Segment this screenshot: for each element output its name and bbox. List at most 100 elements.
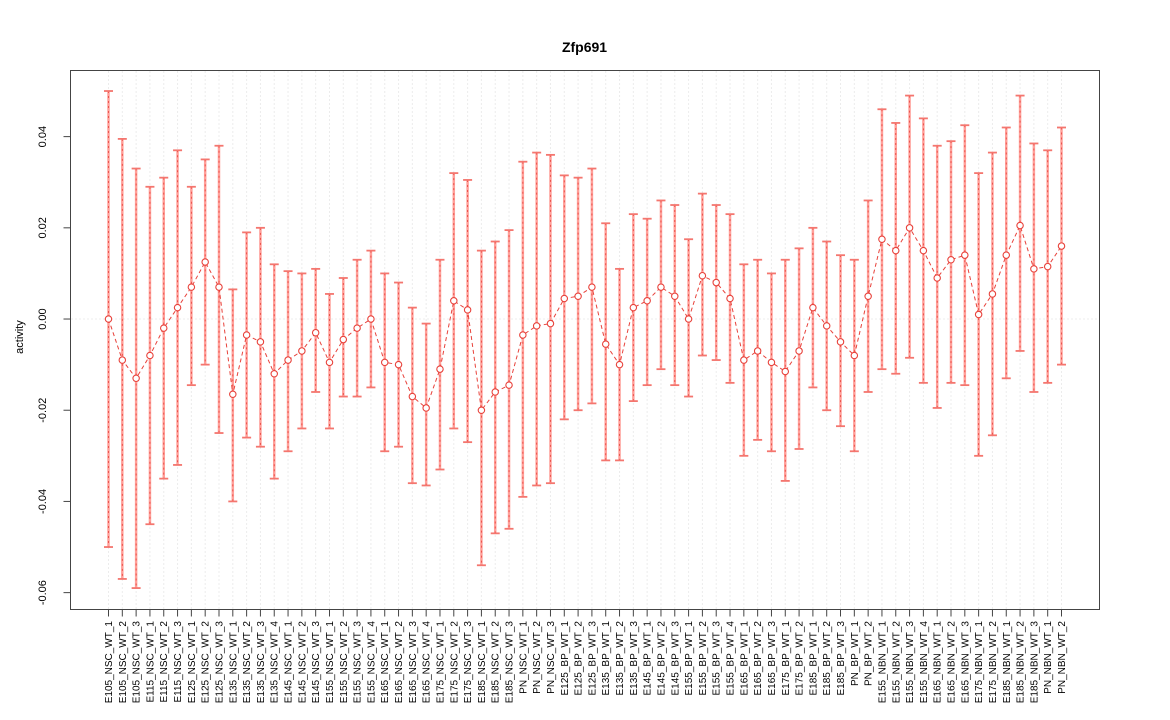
data-point <box>215 283 223 291</box>
data-point <box>836 338 845 346</box>
x-axis-tick-label: E115_NSC_WT_1 <box>145 621 156 703</box>
data-point <box>325 358 334 367</box>
x-axis-tick-label: E155_NBN_WT_4 <box>919 621 930 704</box>
x-axis-tick-label: PN_BP_WT_1 <box>850 621 861 686</box>
data-point <box>132 374 140 383</box>
y-axis-tick-label: 0.04 <box>37 126 49 147</box>
x-axis-tick-label: E175_NSC_WT_1 <box>435 621 446 704</box>
data-point <box>367 315 375 323</box>
data-point <box>961 251 969 259</box>
x-axis-tick-label: E165_NSC_WT_1 <box>380 621 391 704</box>
x-axis-tick-label: E125_NSC_WT_2 <box>201 621 212 704</box>
x-axis-tick-label: E165_NSC_WT_3 <box>408 621 419 704</box>
data-point <box>919 246 928 255</box>
x-axis-tick-label: E135_NSC_WT_3 <box>256 621 267 704</box>
x-axis-tick-label: E115_NSC_WT_3 <box>173 621 184 703</box>
data-point <box>698 271 707 280</box>
data-point <box>159 324 168 332</box>
data-point <box>380 358 389 367</box>
data-point <box>256 338 265 346</box>
x-axis-tick-label: E165_BP_WT_3 <box>767 621 778 696</box>
x-axis-tick-label: PN_NSC_WT_1 <box>518 621 529 694</box>
x-axis-tick-label: E135_BP_WT_3 <box>629 621 640 696</box>
x-axis-tick-label: E175_NBN_WT_2 <box>988 621 999 704</box>
x-axis-tick-label: E145_NSC_WT_1 <box>284 621 295 704</box>
data-point <box>712 278 720 287</box>
data-point <box>657 283 665 291</box>
data-point <box>201 258 209 266</box>
x-axis-tick-label: E155_BP_WT_1 <box>684 621 695 696</box>
x-axis-tick-label: E155_NSC_WT_4 <box>366 621 377 704</box>
data-point <box>546 319 555 328</box>
x-axis-tick-label: E105_NSC_WT_1 <box>104 621 115 704</box>
y-axis-tick-label: 0.00 <box>37 308 49 329</box>
x-axis-tick-label: E125_BP_WT_2 <box>574 621 585 696</box>
plot-title: Zfp691 <box>561 39 608 55</box>
data-point <box>878 235 886 243</box>
data-point <box>574 292 582 300</box>
data-point <box>781 367 790 376</box>
x-axis-tick-label: PN_NSC_WT_2 <box>532 621 543 694</box>
y-axis-tick-label: 0.02 <box>37 217 49 238</box>
x-axis-tick-label: E185_NBN_WT_1 <box>1002 621 1013 704</box>
data-point <box>726 294 734 303</box>
x-axis-tick-label: E145_BP_WT_2 <box>656 621 667 696</box>
y-axis-tick-label: -0.02 <box>37 398 49 423</box>
x-axis-tick-label: E125_NSC_WT_3 <box>214 621 225 704</box>
data-point <box>1057 242 1066 250</box>
data-point <box>947 255 955 264</box>
data-point <box>491 388 499 396</box>
data-point <box>643 297 651 305</box>
data-point <box>394 360 403 369</box>
x-axis-tick-label: PN_NBN_WT_1 <box>1043 621 1054 694</box>
data-point <box>436 365 444 373</box>
data-point <box>684 315 693 323</box>
x-axis-tick-label: E145_BP_WT_3 <box>670 621 681 696</box>
x-axis-tick-label: E155_BP_WT_2 <box>698 621 709 696</box>
series-line <box>108 224 1062 412</box>
data-point <box>850 351 859 360</box>
x-axis-tick-label: E125_BP_WT_3 <box>587 621 598 696</box>
y-axis-tick-label: -0.04 <box>37 489 49 514</box>
data-point <box>671 292 679 300</box>
data-point <box>450 297 458 305</box>
x-axis-tick-label: E155_NBN_WT_3 <box>905 621 916 704</box>
x-axis-tick-label: E185_NBN_WT_2 <box>1016 621 1027 704</box>
data-point <box>270 369 278 378</box>
x-axis-tick-label: E105_NSC_WT_2 <box>118 621 129 704</box>
data-point <box>146 351 154 360</box>
data-point <box>173 303 182 312</box>
data-point <box>753 347 762 355</box>
x-axis-tick-label: PN_NBN_WT_2 <box>1057 621 1068 694</box>
x-axis-tick-label: PN_NSC_WT_3 <box>546 621 557 694</box>
x-axis-tick-label: E135_NSC_WT_2 <box>242 621 253 704</box>
data-point <box>242 331 251 339</box>
x-axis-tick-label: E165_BP_WT_2 <box>753 621 764 696</box>
x-axis-tick-label: E185_NSC_WT_3 <box>505 621 516 704</box>
data-point <box>505 381 513 389</box>
data-point <box>339 335 348 344</box>
data-point <box>422 404 430 412</box>
x-axis-tick-label: E105_NSC_WT_3 <box>132 621 143 704</box>
data-point <box>353 324 361 332</box>
y-axis-tick-label: -0.06 <box>37 580 49 605</box>
data-point <box>1016 221 1024 230</box>
x-axis-tick-label: E185_NSC_WT_1 <box>477 621 488 704</box>
data-point <box>933 274 941 282</box>
x-axis-tick-label: E155_NBN_WT_1 <box>877 621 888 704</box>
data-point <box>974 310 983 319</box>
x-axis-tick-label: E165_NBN_WT_3 <box>960 621 971 704</box>
x-axis-tick-label: E125_NSC_WT_1 <box>187 621 198 704</box>
data-point <box>1030 265 1038 273</box>
data-point <box>477 406 486 414</box>
data-point <box>408 392 417 401</box>
data-point <box>532 322 541 330</box>
data-point <box>560 294 569 303</box>
x-axis-tick-label: E185_BP_WT_3 <box>836 621 847 696</box>
data-point <box>864 292 872 300</box>
x-axis-tick-label: E165_NSC_WT_2 <box>394 621 405 704</box>
x-axis-tick-label: E175_BP_WT_1 <box>781 621 792 696</box>
data-point <box>988 290 997 298</box>
